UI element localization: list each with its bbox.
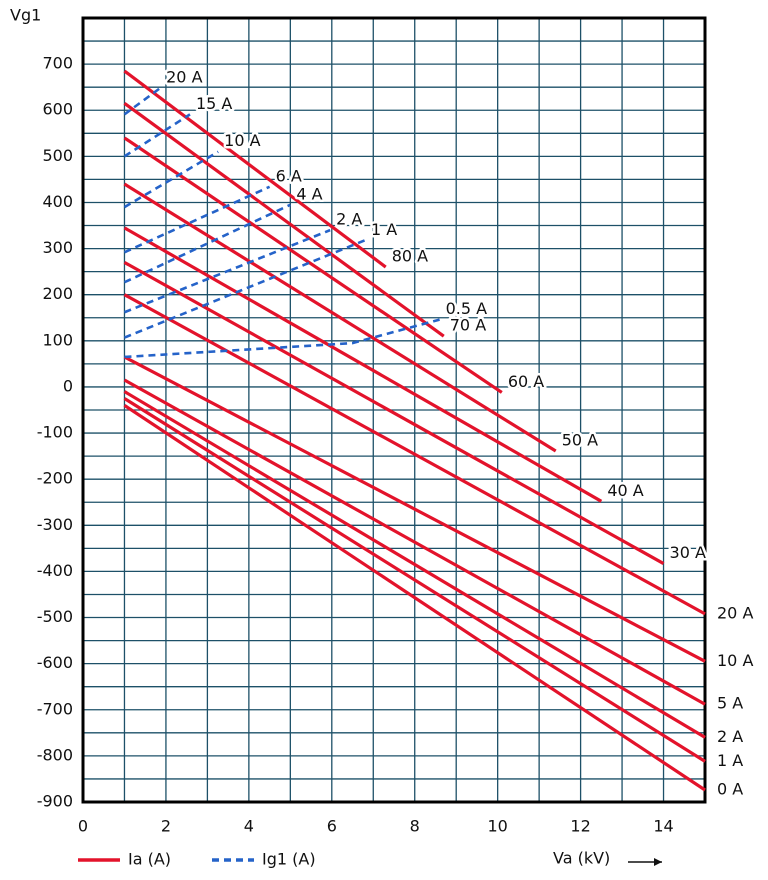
series-line [123, 355, 706, 663]
series-line [123, 390, 706, 739]
series-line [123, 69, 387, 269]
legend-label: Ig1 (A) [262, 850, 316, 869]
y-tick-label: 400 [42, 192, 73, 211]
series-label: 30 A [670, 543, 706, 562]
series-label: 70 A [450, 316, 486, 335]
y-tick-label: -500 [37, 607, 73, 626]
series-label: 10 A [717, 651, 753, 670]
x-tick-label: 12 [570, 817, 590, 836]
y-tick-label: -300 [37, 515, 73, 534]
series-label: 15 A [196, 94, 232, 113]
y-tick-label: -100 [37, 423, 73, 442]
series-label: 6 A [276, 166, 302, 185]
series-line [124, 318, 440, 359]
y-tick-label: 100 [42, 330, 73, 349]
x-tick-label: 10 [487, 817, 507, 836]
x-tick-label: 0 [78, 817, 88, 836]
y-tick-label: -200 [37, 469, 73, 488]
series-label: 1 A [371, 220, 397, 239]
series-line [123, 378, 706, 706]
x-tick-label: 6 [327, 817, 337, 836]
series-label: 20 A [717, 603, 753, 622]
y-axis-label: Vg1 [10, 6, 41, 25]
series-line [123, 182, 557, 453]
y-tick-label: 500 [42, 146, 73, 165]
series-line [123, 136, 503, 394]
x-tick-label: 2 [161, 817, 171, 836]
y-tick-label: -700 [37, 699, 73, 718]
series-label: 0 A [717, 780, 743, 799]
series-label: 5 A [717, 694, 743, 713]
series-line [123, 185, 271, 254]
series-line [123, 261, 665, 565]
y-tick-label: -800 [37, 745, 73, 764]
y-tick-label: -600 [37, 653, 73, 672]
series-label: 80 A [392, 247, 428, 266]
x-axis-arrowhead [654, 858, 662, 866]
series-label: 60 A [508, 372, 544, 391]
series-line [123, 102, 445, 338]
series-label: 10 A [224, 131, 260, 150]
y-tick-label: 600 [42, 100, 73, 119]
series-label: 1 A [717, 751, 743, 770]
y-tick-label: 0 [63, 376, 73, 395]
x-tick-label: 4 [244, 817, 254, 836]
series-label: 2 A [717, 727, 743, 746]
y-tick-label: -400 [37, 561, 73, 580]
series-label: 0.5 A [446, 299, 488, 318]
series-label: 50 A [562, 431, 598, 450]
series-line [123, 404, 706, 792]
series-line [123, 239, 366, 339]
series-label: 40 A [607, 481, 643, 500]
x-tick-label: 14 [653, 817, 673, 836]
x-tick-label: 8 [410, 817, 420, 836]
series-label: 20 A [166, 68, 202, 87]
series-line [123, 397, 706, 763]
series-label: 2 A [336, 210, 362, 229]
x-axis-label: Va (kV) [553, 849, 610, 868]
series-line [123, 87, 161, 116]
series-line [123, 150, 219, 209]
series-line [123, 203, 291, 284]
y-tick-label: -900 [37, 792, 73, 811]
plot-border [81, 16, 707, 804]
legend-label: Ia (A) [128, 850, 171, 869]
y-tick-label: 700 [42, 54, 73, 73]
y-tick-label: 200 [42, 284, 73, 303]
y-tick-label: 300 [42, 238, 73, 257]
series-line [123, 113, 191, 158]
series-line [123, 293, 706, 616]
series-line [123, 226, 603, 503]
series-line [123, 228, 331, 314]
series-label: 4 A [296, 184, 322, 203]
